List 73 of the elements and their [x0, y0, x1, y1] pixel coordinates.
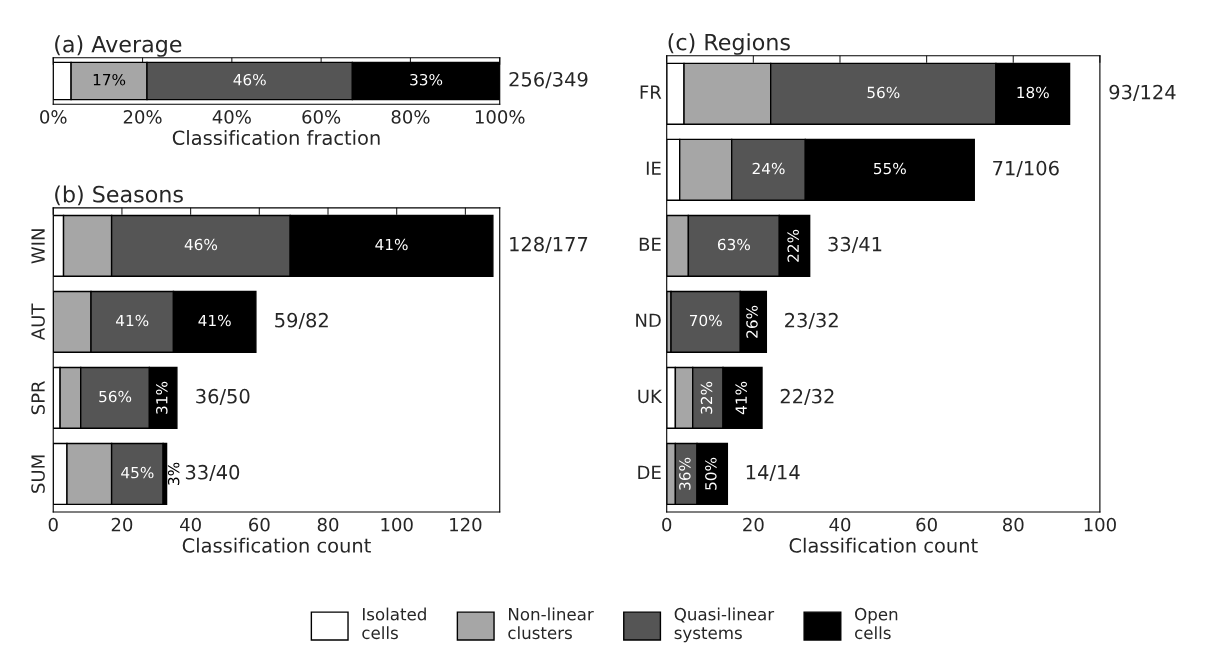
- y-tick-label: FR: [640, 85, 662, 99]
- annotation: 55%: [874, 162, 906, 175]
- x-tick-label: 60: [916, 517, 937, 532]
- y-tick-label: AUT: [31, 303, 45, 341]
- total-label: 71/106: [993, 160, 1059, 177]
- annotation: 3%: [167, 462, 180, 485]
- total-label: 59/82: [275, 312, 328, 330]
- chart-title: (c) Regions: [668, 33, 790, 55]
- legend-label: Isolated cells: [362, 607, 426, 640]
- data-label: 46%: [233, 73, 266, 86]
- x-tick-label: 0: [662, 517, 672, 532]
- x-tick-label: 40: [180, 517, 201, 532]
- annotation: 22%: [787, 229, 799, 262]
- y-tick-label: SUM: [31, 455, 45, 493]
- x-tick-label: 120: [450, 517, 482, 532]
- annotation: 26%: [746, 305, 758, 338]
- annotation: 18%: [1017, 86, 1049, 99]
- annotation: 41%: [198, 314, 231, 327]
- y-tick-label: DE: [638, 465, 661, 479]
- total-label: 14/14: [746, 465, 800, 482]
- x-axis-title: Classification count: [182, 537, 371, 553]
- x-tick-label: 80: [317, 517, 339, 532]
- total-label: 23/32: [785, 312, 838, 330]
- x-tick-label: 0%: [40, 110, 67, 124]
- annotation: 32%: [700, 381, 713, 414]
- total-label: 36/50: [196, 388, 250, 406]
- x-tick-label: 40: [829, 517, 851, 532]
- total-label: 22/32: [780, 388, 834, 406]
- y-tick-label: SPR: [31, 380, 45, 415]
- legend-label: Quasi-linear systems: [674, 607, 775, 643]
- annotation: 63%: [717, 238, 750, 251]
- annotation: 45%: [121, 466, 154, 479]
- x-tick-label: 100: [381, 517, 413, 532]
- y-tick-label: UK: [638, 389, 663, 404]
- chart-title: (a) Average: [55, 35, 182, 57]
- annotation: 56%: [867, 86, 900, 99]
- y-tick-label: IE: [646, 161, 661, 175]
- legend-label: Open cells: [855, 607, 898, 640]
- x-tick-label: 20%: [123, 110, 162, 124]
- x-tick-label: 60: [249, 517, 270, 532]
- x-tick-label: 20: [111, 517, 133, 532]
- annotation: 24%: [752, 162, 785, 175]
- total-label: 33/41: [828, 236, 882, 254]
- annotation: 50%: [705, 457, 717, 490]
- x-tick-label: 60%: [302, 110, 341, 124]
- data-label: 33%: [410, 73, 443, 86]
- annotation: 41%: [116, 314, 149, 327]
- annotation: 56%: [99, 390, 132, 403]
- total-label: 33/40: [185, 464, 240, 482]
- annotation: 41%: [375, 238, 408, 251]
- x-axis-title: Classification count: [789, 537, 978, 553]
- annotation: 41%: [735, 381, 747, 415]
- total-label: 93/124: [1109, 84, 1176, 101]
- legend-label: Non-linear clusters: [508, 607, 594, 640]
- data-label: 17%: [93, 73, 126, 86]
- x-tick-label: 80%: [391, 110, 430, 124]
- x-tick-label: 20: [743, 517, 764, 532]
- x-tick-label: 100: [1084, 517, 1116, 532]
- annotation: 70%: [689, 314, 722, 327]
- x-tick-label: 80: [1002, 517, 1024, 532]
- y-tick-label: BE: [639, 237, 661, 251]
- total-label: 256/349: [509, 71, 588, 89]
- x-tick-label: 0: [48, 517, 58, 532]
- total-label: 128/177: [510, 236, 588, 254]
- x-tick-label: 100%: [475, 110, 525, 124]
- y-tick-label: WIN: [31, 229, 45, 264]
- annotation: 31%: [156, 381, 168, 414]
- x-axis-title: Classification fraction: [172, 130, 380, 146]
- x-tick-label: 40%: [212, 110, 251, 124]
- y-tick-label: ND: [636, 313, 661, 327]
- annotation: 36%: [679, 457, 691, 490]
- chart-title: (b) Seasons: [55, 185, 183, 206]
- annotation: 46%: [184, 238, 218, 251]
